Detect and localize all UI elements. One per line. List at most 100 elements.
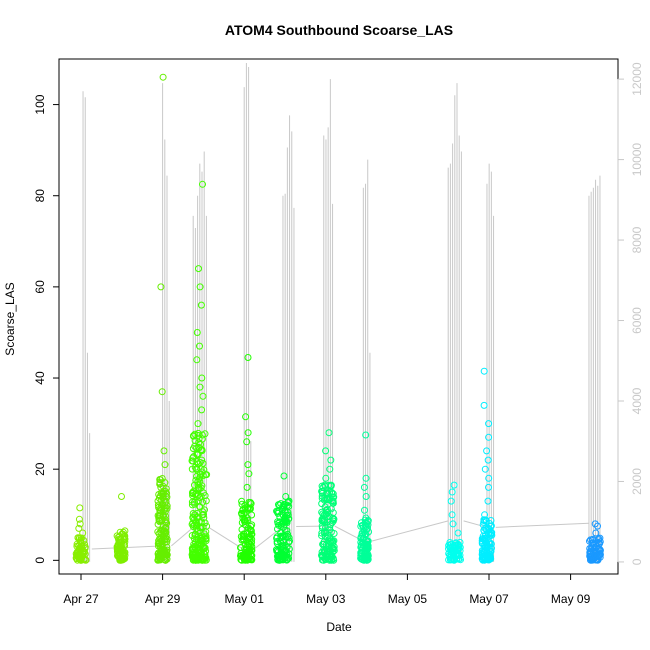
data-point xyxy=(192,476,200,484)
data-point xyxy=(586,545,594,552)
data-point-outlier xyxy=(193,329,201,336)
data-point-outlier xyxy=(362,431,370,439)
data-point xyxy=(75,555,83,562)
data-point xyxy=(327,505,335,513)
data-point xyxy=(453,552,461,560)
data-point xyxy=(482,517,490,525)
data-point-outlier xyxy=(450,481,458,489)
data-point xyxy=(325,496,333,504)
data-point-outlier xyxy=(449,520,457,528)
data-point xyxy=(161,535,169,543)
data-point xyxy=(160,512,167,520)
data-point-outlier xyxy=(245,470,253,478)
y-tick-label: 80 xyxy=(33,189,47,203)
data-point xyxy=(273,533,281,541)
data-point xyxy=(488,530,495,538)
data-point xyxy=(193,513,201,521)
data-point-outlier xyxy=(480,367,488,375)
data-point xyxy=(157,483,165,491)
data-point xyxy=(446,544,454,552)
data-point xyxy=(318,529,326,537)
data-point xyxy=(285,545,293,553)
data-point xyxy=(318,516,326,524)
data-point xyxy=(190,453,198,461)
data-point xyxy=(276,555,284,563)
data-point xyxy=(237,533,245,540)
data-point xyxy=(455,551,463,558)
data-point xyxy=(487,517,495,524)
data-point xyxy=(158,551,166,559)
data-point-outlier xyxy=(243,483,251,491)
data-point xyxy=(193,521,201,529)
data-point xyxy=(238,509,245,517)
data-point xyxy=(160,532,168,540)
data-point xyxy=(274,520,282,527)
data-point-outlier xyxy=(454,529,462,537)
data-point xyxy=(283,543,291,551)
data-point xyxy=(189,490,197,498)
data-point xyxy=(328,536,335,544)
data-point xyxy=(189,492,197,500)
data-point-outlier xyxy=(362,474,370,482)
data-point xyxy=(193,458,201,466)
y-tick-label: 0 xyxy=(33,557,47,564)
data-point xyxy=(357,554,365,562)
data-point xyxy=(595,535,603,543)
data-point xyxy=(323,534,331,542)
data-point xyxy=(189,432,197,440)
data-point xyxy=(197,519,205,527)
data-point xyxy=(158,501,166,509)
y2-tick-label: 2000 xyxy=(630,468,644,495)
data-point xyxy=(202,497,210,505)
data-point xyxy=(479,553,487,561)
data-point xyxy=(359,535,367,543)
data-point xyxy=(158,475,166,482)
data-point xyxy=(197,537,205,545)
data-point xyxy=(120,536,127,544)
data-point xyxy=(327,481,335,489)
data-point xyxy=(247,530,255,538)
secondary-connector xyxy=(171,526,194,547)
data-point-outlier xyxy=(484,456,492,464)
data-point xyxy=(155,517,163,524)
data-point xyxy=(196,478,204,486)
data-point xyxy=(329,517,337,525)
data-point xyxy=(195,546,202,554)
data-point-outlier xyxy=(484,497,492,505)
data-point xyxy=(162,492,170,500)
data-point xyxy=(238,519,246,527)
data-point xyxy=(455,543,463,551)
data-point xyxy=(245,546,253,553)
data-point xyxy=(115,550,123,558)
data-point xyxy=(76,543,84,551)
data-point-outlier xyxy=(362,493,370,500)
y2-tick-label: 6000 xyxy=(630,307,644,334)
data-point xyxy=(479,556,487,564)
data-point xyxy=(198,482,206,490)
data-point-outlier xyxy=(325,429,333,437)
data-point xyxy=(195,435,203,443)
data-point xyxy=(329,537,337,545)
data-point xyxy=(326,556,334,564)
data-point xyxy=(284,555,291,563)
data-point xyxy=(323,506,331,513)
data-point xyxy=(238,497,246,505)
data-point-outlier xyxy=(198,374,206,382)
data-point xyxy=(594,551,602,559)
data-point xyxy=(446,541,454,549)
chart-title: ATOM4 Southbound Scoarse_LAS xyxy=(225,22,453,38)
data-point xyxy=(154,528,162,536)
data-point xyxy=(362,514,370,522)
data-point xyxy=(285,534,293,542)
data-point xyxy=(273,507,281,515)
data-point-outlier xyxy=(448,488,456,496)
data-point xyxy=(276,501,284,509)
data-point xyxy=(161,527,169,535)
secondary-connector xyxy=(495,522,589,528)
data-point xyxy=(358,519,365,527)
data-point xyxy=(284,499,292,507)
data-point xyxy=(194,528,202,535)
data-point-outlier xyxy=(197,301,205,309)
y2-tick-label: 0 xyxy=(630,558,644,565)
data-point xyxy=(359,532,366,540)
